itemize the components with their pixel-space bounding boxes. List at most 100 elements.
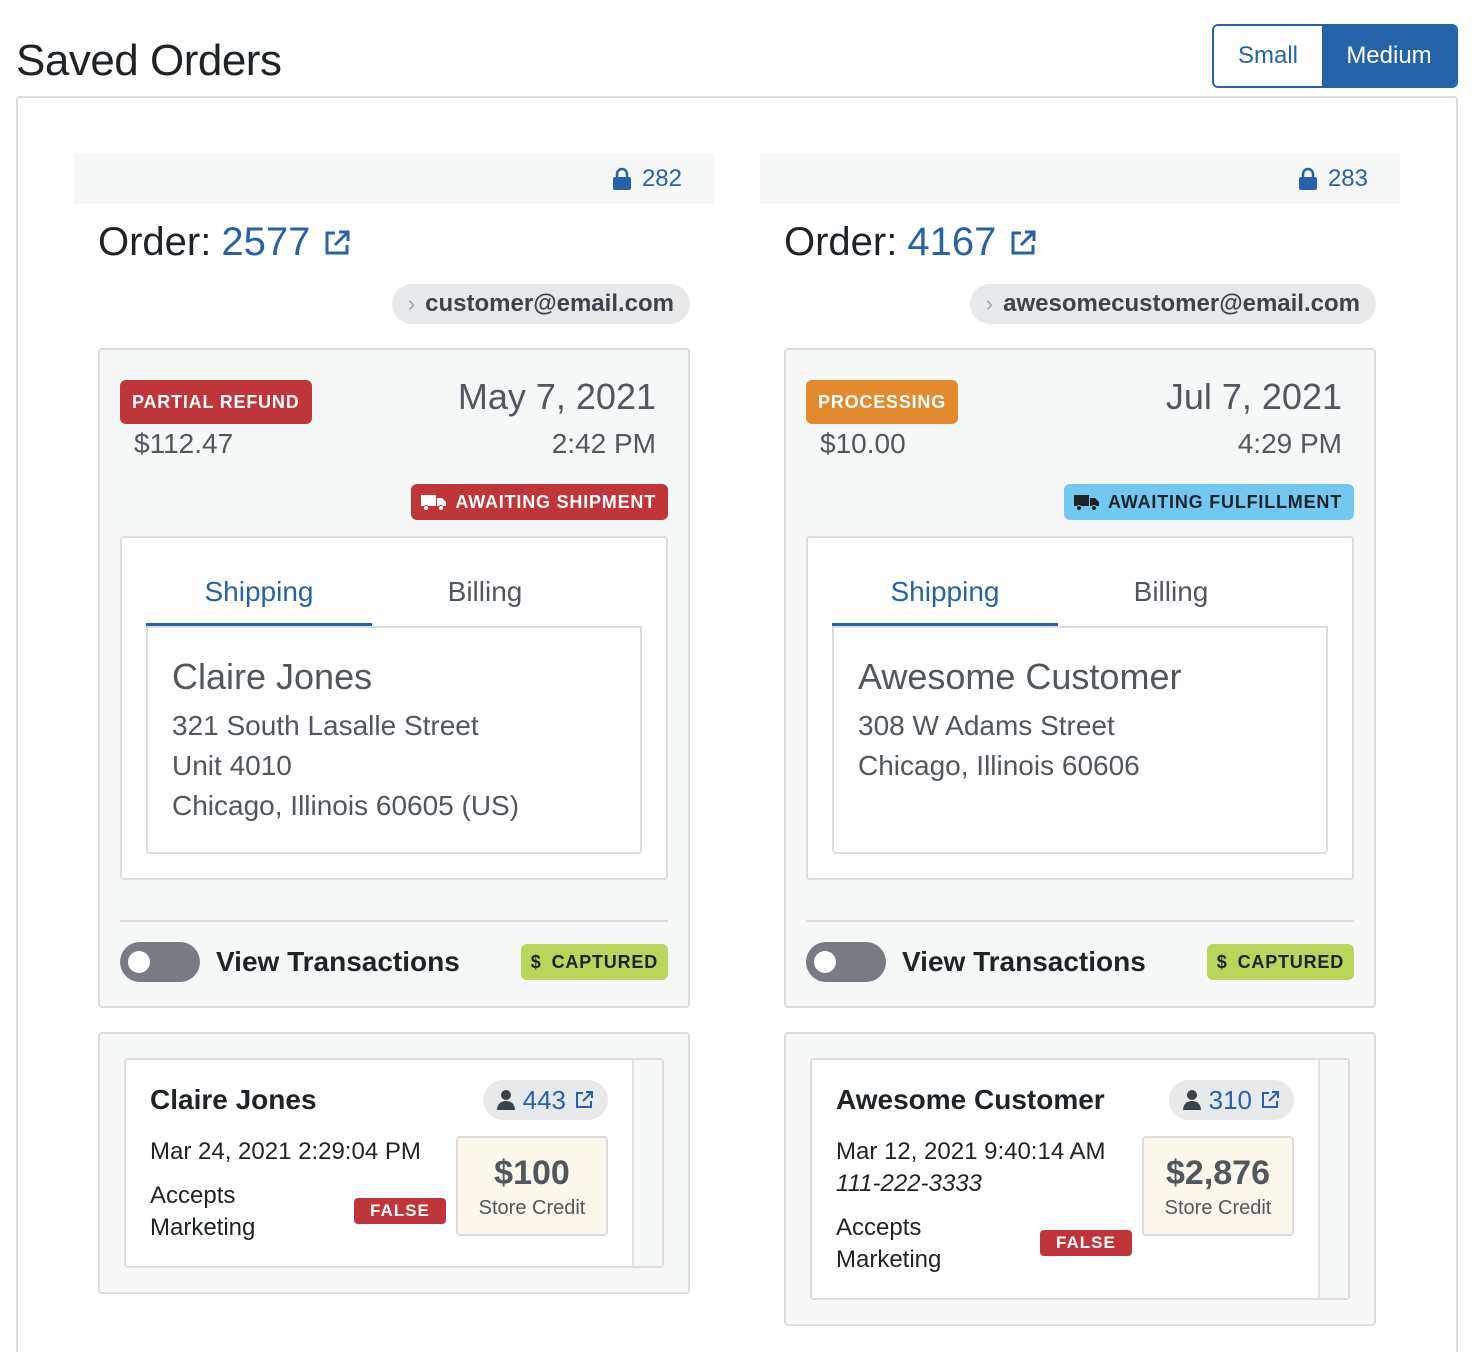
customer-panel: Claire Jones 443 Mar 24, 2021 2:29:04 PM… [124,1058,664,1268]
status-card: PARTIAL REFUND $112.47 May 7, 2021 2:42 … [98,348,690,1008]
order-date: Jul 7, 2021 [1165,376,1342,417]
page-title: Saved Orders [16,36,282,85]
size-toggle: Small Medium [1212,24,1458,88]
accepts-marketing-badge: FALSE [354,1198,446,1224]
order-label: Order: [784,220,898,264]
address-line: 321 South Lasalle Street [172,710,479,741]
address-line: Unit 4010 [172,750,292,781]
order-number[interactable]: 2577 [221,220,311,264]
customer-email[interactable]: awesomecustomer@email.com [1003,290,1360,317]
payment-label: CAPTURED [1237,951,1344,972]
status-badge: PARTIAL REFUND [120,380,312,424]
customer-card: Awesome Customer 310 Mar 12, 2021 9:40:1… [784,1032,1376,1326]
customer-panel: Awesome Customer 310 Mar 12, 2021 9:40:1… [810,1058,1350,1300]
address-line: 308 W Adams Street [858,710,1115,741]
order-heading: Order: 4167 [784,220,1038,265]
address-line: Chicago, Illinois 60606 [858,750,1140,781]
customer-created: Mar 12, 2021 9:40:14 AM [836,1138,1106,1165]
store-credit-label: Store Credit [1164,1197,1272,1219]
lock-icon [612,167,631,190]
fulfillment-label: AWAITING SHIPMENT [455,491,656,512]
scrollbar[interactable] [1318,1060,1348,1298]
customer-id[interactable]: 310 [1208,1084,1252,1115]
order-label: Order: [98,220,212,264]
scrollbar[interactable] [632,1060,662,1266]
accepts-label-line: Accepts [150,1182,236,1209]
fulfillment-badge: AWAITING SHIPMENT [411,484,668,520]
accepts-marketing-badge: FALSE [1040,1230,1132,1256]
email-pill[interactable]: › customer@email.com [391,284,690,324]
customer-card: Claire Jones 443 Mar 24, 2021 2:29:04 PM… [98,1032,690,1294]
external-link-icon[interactable] [322,228,352,258]
view-transactions-toggle[interactable] [806,942,886,982]
order-heading: Order: 2577 [98,220,352,265]
lock-id[interactable]: 283 [1327,165,1368,192]
order-link[interactable]: 2577 [221,220,352,265]
address-tabs: Shipping Billing [832,558,1328,628]
size-medium-button[interactable]: Medium [1322,26,1456,86]
external-link-icon[interactable] [1008,228,1038,258]
customer-id-link[interactable]: 443 [482,1080,608,1120]
order-time: 4:29 PM [1237,428,1342,459]
address-box: Shipping Billing Claire Jones 321 South … [120,536,668,880]
order-card: 282 Order: 2577 › customer@email.com PAR… [74,154,714,1294]
order-number[interactable]: 4167 [907,220,997,264]
payment-label: CAPTURED [551,951,658,972]
person-icon [1182,1090,1201,1110]
address-content: Awesome Customer 308 W Adams Street Chic… [832,626,1328,854]
order-amount: $112.47 [134,428,234,459]
customer-phone: 111-222-3333 [836,1170,982,1197]
address-content: Claire Jones 321 South Lasalle Street Un… [146,626,642,854]
customer-id[interactable]: 443 [522,1084,566,1115]
email-pill[interactable]: › awesomecustomer@email.com [969,284,1376,324]
fulfillment-badge: AWAITING FULFILLMENT [1064,484,1354,520]
lock-icon [1298,167,1317,190]
tab-shipping[interactable]: Shipping [832,558,1058,628]
address-name: Claire Jones [172,656,373,697]
view-transactions-toggle[interactable] [120,942,200,982]
store-credit-amount: $100 [494,1154,570,1192]
accepts-marketing-label: Accepts Marketing [150,1180,255,1244]
order-amount: $10.00 [820,428,906,459]
customer-created: Mar 24, 2021 2:29:04 PM [150,1138,421,1165]
view-transactions-label: View Transactions [216,946,460,977]
accepts-label-line: Accepts [836,1214,922,1241]
toggle-knob [814,951,836,973]
divider [120,920,668,922]
accepts-label-line: Marketing [836,1246,942,1273]
store-credit-amount: $2,876 [1166,1154,1270,1192]
order-time: 2:42 PM [551,428,656,459]
order-link[interactable]: 4167 [907,220,1038,265]
payment-badge: $ CAPTURED [1206,944,1354,980]
toggle-knob [128,951,150,973]
lock-bar: 283 [760,154,1400,204]
view-transactions-label: View Transactions [902,946,1146,977]
truck-icon [421,495,447,511]
payment-badge: $ CAPTURED [520,944,668,980]
order-date: May 7, 2021 [457,376,656,417]
status-card: PROCESSING $10.00 Jul 7, 2021 4:29 PM AW… [784,348,1376,1008]
status-badge: PROCESSING [806,380,959,424]
truck-icon [1074,495,1100,511]
customer-name: Claire Jones [150,1084,317,1115]
external-link-icon[interactable] [1260,1090,1280,1110]
tab-billing[interactable]: Billing [1133,576,1209,607]
tab-shipping[interactable]: Shipping [146,558,372,628]
lock-id[interactable]: 282 [641,165,682,192]
customer-name: Awesome Customer [836,1084,1105,1115]
address-name: Awesome Customer [858,656,1182,697]
customer-id-link[interactable]: 310 [1168,1080,1294,1120]
dollar-icon: $ [1216,951,1228,972]
store-credit-label: Store Credit [478,1197,586,1219]
accepts-label-line: Marketing [150,1214,256,1241]
order-card: 283 Order: 4167 › awesomecustomer@email.… [760,154,1400,1326]
size-small-button[interactable]: Small [1214,26,1322,86]
accepts-marketing-label: Accepts Marketing [836,1212,941,1276]
customer-email[interactable]: customer@email.com [425,290,674,317]
external-link-icon[interactable] [574,1090,594,1110]
address-tabs: Shipping Billing [146,558,642,628]
tab-billing[interactable]: Billing [447,576,523,607]
chevron-right-icon: › [407,291,416,316]
divider [806,920,1354,922]
address-line: Chicago, Illinois 60605 (US) [172,790,520,821]
